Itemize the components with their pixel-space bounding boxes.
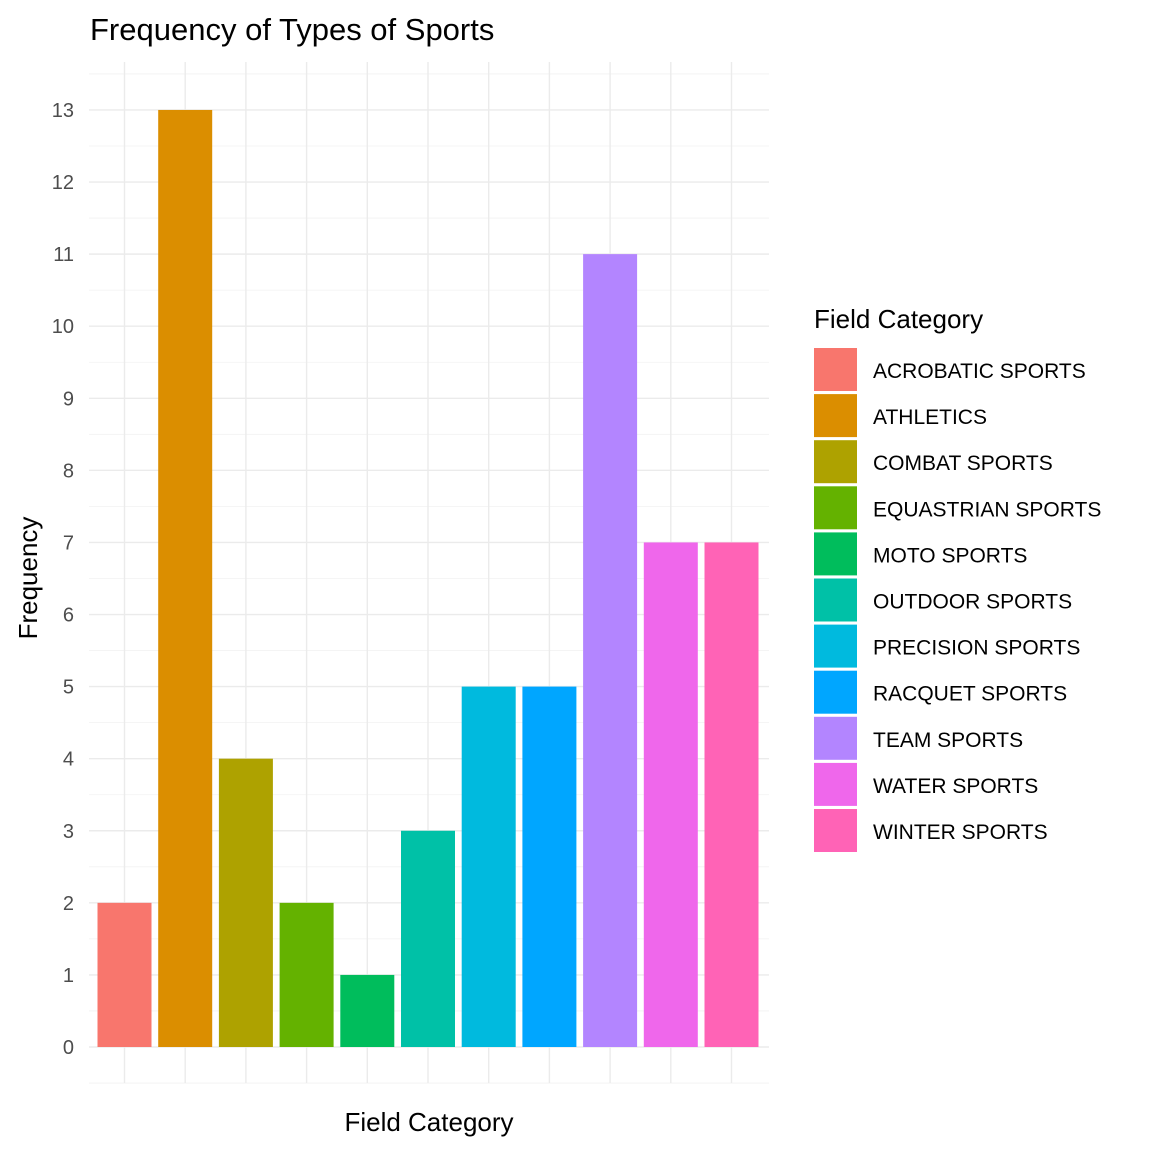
legend-label: ACROBATIC SPORTS xyxy=(873,360,1086,383)
y-tick-label: 3 xyxy=(63,821,74,843)
legend-key xyxy=(814,440,857,484)
legend: Field Category ACROBATIC SPORTS ATHLETICS… xyxy=(814,304,1101,852)
legend-key xyxy=(814,532,857,576)
legend-label: WATER SPORTS xyxy=(873,775,1038,798)
bar xyxy=(340,974,395,1047)
legend-label: TEAM SPORTS xyxy=(873,729,1023,752)
legend-title: Field Category xyxy=(814,304,983,334)
y-tick-label: 6 xyxy=(63,605,74,627)
legend-key xyxy=(814,578,857,622)
y-tick-label: 2 xyxy=(63,893,74,915)
y-axis-title: Frequency xyxy=(13,517,43,640)
x-axis-title: Field Category xyxy=(344,1107,513,1137)
y-tick-label: 4 xyxy=(63,749,74,771)
bar xyxy=(279,902,334,1047)
y-tick-label: 13 xyxy=(52,100,74,122)
legend-label: WINTER SPORTS xyxy=(873,821,1048,844)
bar xyxy=(522,686,577,1047)
bar xyxy=(704,542,759,1047)
bars xyxy=(97,109,759,1047)
y-tick-label: 5 xyxy=(63,677,74,699)
legend-label: PRECISION SPORTS xyxy=(873,637,1080,660)
legend-label: COMBAT SPORTS xyxy=(873,452,1053,475)
y-tick-label: 11 xyxy=(53,244,74,266)
bar xyxy=(401,830,455,1047)
legend-key xyxy=(814,486,857,530)
legend-key xyxy=(814,624,857,668)
legend-key xyxy=(814,348,857,391)
legend-items: ACROBATIC SPORTS ATHLETICS COMBAT SPORTS EQ… xyxy=(814,348,1101,852)
chart-title: Frequency of Types of Sports xyxy=(90,12,494,47)
legend-label: RACQUET SPORTS xyxy=(873,683,1067,706)
y-tick-label: 7 xyxy=(63,532,74,554)
legend-label: ATHLETICS xyxy=(873,406,987,429)
y-tick-label: 9 xyxy=(63,388,74,410)
y-tick-label: 12 xyxy=(52,172,74,194)
legend-key xyxy=(814,809,857,852)
bar xyxy=(461,686,516,1047)
bar xyxy=(158,109,213,1047)
y-tick-label: 10 xyxy=(52,316,74,338)
legend-key xyxy=(814,762,857,806)
legend-label: MOTO SPORTS xyxy=(873,544,1027,567)
legend-label: OUTDOOR SPORTS xyxy=(873,591,1072,614)
y-tick-label: 8 xyxy=(63,460,74,482)
bar xyxy=(97,902,152,1047)
bar xyxy=(583,254,638,1047)
legend-key xyxy=(814,394,857,438)
legend-label: EQUASTRIAN SPORTS xyxy=(873,498,1101,521)
y-tick-label: 1 xyxy=(63,965,74,987)
bar xyxy=(643,542,698,1047)
legend-key xyxy=(814,716,857,760)
bar xyxy=(218,758,273,1047)
legend-key xyxy=(814,670,857,714)
y-tick-label: 0 xyxy=(63,1037,74,1059)
